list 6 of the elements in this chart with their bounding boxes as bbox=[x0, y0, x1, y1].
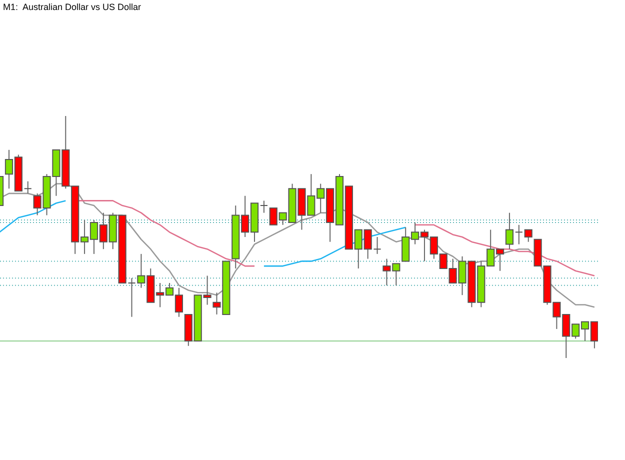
candlestick bbox=[514, 224, 523, 245]
candlestick bbox=[505, 212, 514, 250]
candlestick bbox=[260, 200, 268, 214]
candlestick bbox=[524, 229, 532, 242]
candlestick bbox=[24, 180, 32, 194]
chart-title: M1: Australian Dollar vs US Dollar bbox=[3, 2, 142, 12]
